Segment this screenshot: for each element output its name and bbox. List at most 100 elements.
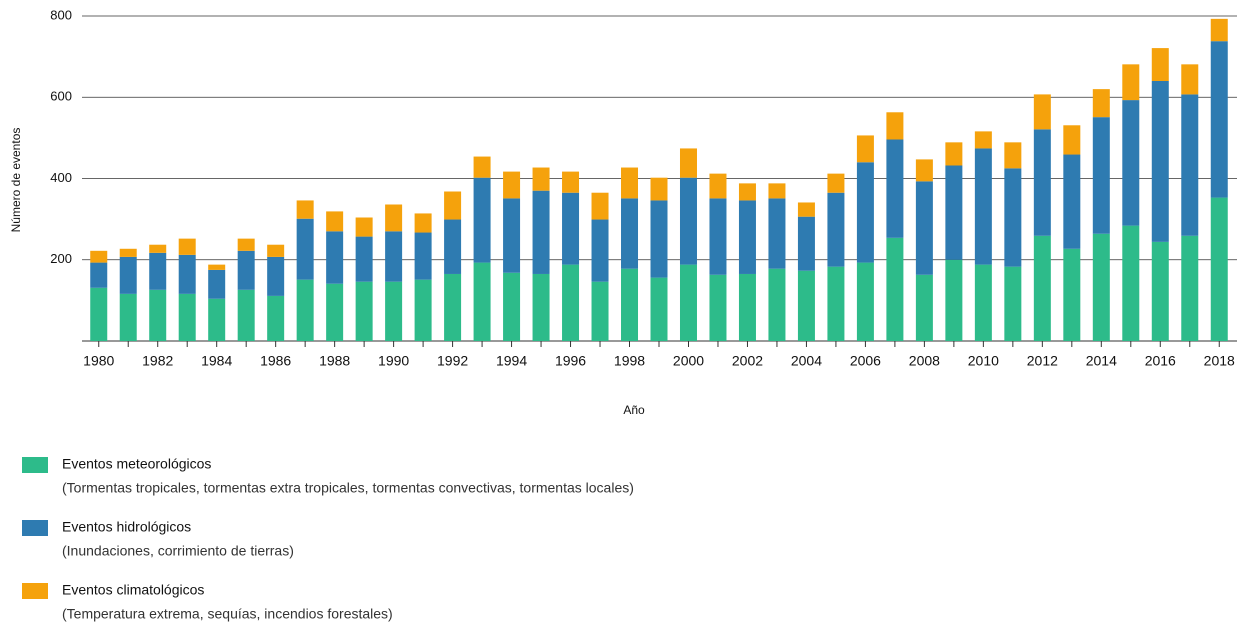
bar-segment xyxy=(591,281,609,341)
x-tick-label: 2012 xyxy=(1027,353,1058,369)
legend-label: Eventos hidrológicos xyxy=(62,519,191,535)
x-tick-label: 2016 xyxy=(1145,353,1176,369)
bar-segment xyxy=(562,171,580,193)
bar-segment xyxy=(237,238,255,251)
bar-segment xyxy=(768,268,786,341)
bar-segment xyxy=(1181,94,1199,236)
bar-segment xyxy=(473,262,491,341)
bar-segment xyxy=(178,238,196,255)
bar-segment xyxy=(90,250,108,263)
bar-segment xyxy=(90,262,108,288)
bar-segment xyxy=(178,293,196,341)
bar-segment xyxy=(1122,64,1140,101)
x-tick-label: 2006 xyxy=(850,353,881,369)
bar-segment xyxy=(1033,94,1051,130)
bar-segment xyxy=(827,192,845,267)
bar-segment xyxy=(1181,235,1199,341)
y-tick-label: 400 xyxy=(50,170,72,185)
x-tick-label: 1980 xyxy=(83,353,114,369)
bar-segment xyxy=(679,148,697,178)
bar-segment xyxy=(267,295,285,341)
bar-segment xyxy=(1004,266,1022,341)
x-tick-label: 2014 xyxy=(1086,353,1117,369)
bar-segment xyxy=(679,177,697,265)
bar-segment xyxy=(355,281,373,341)
bar-segment xyxy=(738,200,756,274)
bar-segment xyxy=(1210,197,1228,341)
bar-segment xyxy=(856,135,874,163)
bar-segment xyxy=(208,269,226,299)
bar-segment xyxy=(503,198,521,273)
bar-segment xyxy=(1210,18,1228,42)
bar-segment xyxy=(856,162,874,263)
bar-segment xyxy=(149,252,167,290)
bar-segment xyxy=(915,159,933,182)
bar-segment xyxy=(679,264,697,341)
bar-segment xyxy=(827,266,845,341)
bar-segment xyxy=(326,231,344,284)
bar-segment xyxy=(886,237,904,341)
x-tick-label: 2010 xyxy=(968,353,999,369)
bar-segment xyxy=(915,274,933,341)
bar-segment xyxy=(355,236,373,282)
bar-segment xyxy=(326,283,344,341)
legend-label: Eventos climatológicos xyxy=(62,582,204,598)
legend-swatch xyxy=(22,457,48,473)
bar-segment xyxy=(119,256,137,294)
bar-segment xyxy=(886,112,904,140)
bar-segment xyxy=(208,264,226,270)
bar-segment xyxy=(591,192,609,220)
bar-segment xyxy=(1004,142,1022,169)
y-axis-label: Número de eventos xyxy=(9,128,23,233)
bar-segment xyxy=(385,204,403,232)
x-tick-label: 1994 xyxy=(496,353,527,369)
bar-segment xyxy=(797,270,815,341)
bar-segment xyxy=(1151,81,1169,242)
x-tick-label: 1990 xyxy=(378,353,409,369)
bar-segment xyxy=(296,200,314,219)
bar-segment xyxy=(768,198,786,269)
bar-segment xyxy=(119,293,137,341)
bar-segment xyxy=(621,167,639,199)
bar-segment xyxy=(237,250,255,290)
x-tick-label: 1998 xyxy=(614,353,645,369)
x-tick-label: 1988 xyxy=(319,353,350,369)
x-tick-label: 1992 xyxy=(437,353,468,369)
bar-segment xyxy=(267,256,285,296)
bar-segment xyxy=(974,131,992,149)
bar-segment xyxy=(296,279,314,341)
bar-segment xyxy=(974,148,992,265)
bar-segment xyxy=(1063,125,1081,155)
x-tick-label: 2000 xyxy=(673,353,704,369)
bar-segment xyxy=(650,177,668,201)
bar-segment xyxy=(621,268,639,341)
bar-segment xyxy=(827,173,845,193)
bar-segment xyxy=(562,264,580,341)
bar-segment xyxy=(768,183,786,199)
y-tick-label: 800 xyxy=(50,7,72,22)
bar-segment xyxy=(1033,129,1051,236)
bar-segment xyxy=(473,177,491,263)
bar-segment xyxy=(797,202,815,217)
bar-segment xyxy=(414,232,432,280)
bar-segment xyxy=(414,213,432,233)
bar-segment xyxy=(503,272,521,341)
bar-segment xyxy=(945,142,963,166)
bar-segment xyxy=(1092,89,1110,118)
bar-segment xyxy=(1210,41,1228,198)
legend-description: (Inundaciones, corrimiento de tierras) xyxy=(62,543,294,559)
x-tick-label: 2004 xyxy=(791,353,822,369)
legend-description: (Tormentas tropicales, tormentas extra t… xyxy=(62,480,634,496)
bar-segment xyxy=(178,254,196,294)
legend-description: (Temperatura extrema, sequías, incendios… xyxy=(62,606,393,622)
bar-segment xyxy=(532,273,550,341)
bar-segment xyxy=(355,217,373,237)
bar-segment xyxy=(326,211,344,232)
bar-segment xyxy=(237,289,255,341)
bar-segment xyxy=(444,191,462,220)
bar-segment xyxy=(503,171,521,199)
y-tick-label: 200 xyxy=(50,251,72,266)
bar-segment xyxy=(886,139,904,238)
bar-segment xyxy=(709,173,727,199)
